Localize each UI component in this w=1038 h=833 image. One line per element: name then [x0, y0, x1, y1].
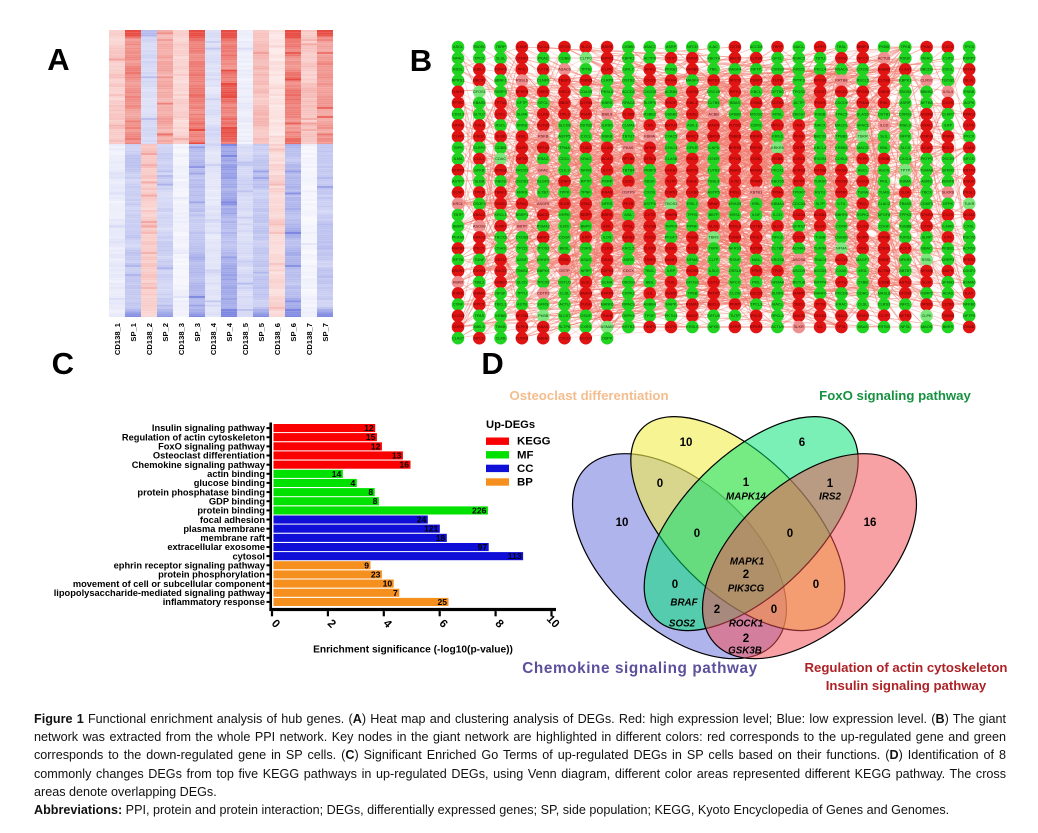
svg-text:6: 6: [799, 437, 805, 449]
svg-text:FoxO signaling pathway: FoxO signaling pathway: [819, 388, 971, 403]
svg-text:1: 1: [827, 478, 834, 490]
svg-text:CD138_3: CD138_3: [177, 323, 186, 355]
svg-text:IRS2: IRS2: [819, 491, 841, 502]
svg-text:Insulin signaling pathway: Insulin signaling pathway: [826, 678, 987, 693]
svg-text:ROCK1: ROCK1: [729, 618, 763, 629]
svg-text:0: 0: [787, 528, 793, 540]
svg-text:Osteoclast differentiation: Osteoclast differentiation: [509, 388, 668, 403]
svg-text:SP_5: SP_5: [257, 322, 266, 341]
svg-text:SP_1: SP_1: [129, 322, 138, 341]
svg-text:2: 2: [743, 633, 749, 645]
svg-text:SP_7: SP_7: [321, 323, 330, 342]
svg-text:1: 1: [743, 477, 750, 489]
svg-text:PIK3CG: PIK3CG: [728, 583, 765, 594]
svg-text:10: 10: [616, 517, 629, 529]
svg-text:CD138_6: CD138_6: [273, 323, 282, 355]
svg-text:BRAF: BRAF: [670, 597, 698, 608]
svg-text:SP_2: SP_2: [161, 323, 170, 342]
svg-text:2: 2: [743, 569, 749, 581]
svg-text:SP_4: SP_4: [225, 322, 234, 341]
svg-text:SP_6: SP_6: [289, 323, 298, 342]
svg-text:0: 0: [672, 579, 678, 591]
svg-text:CD138_1: CD138_1: [113, 322, 122, 355]
svg-text:16: 16: [864, 517, 877, 529]
svg-text:SP_3: SP_3: [193, 323, 202, 342]
svg-text:0: 0: [694, 528, 700, 540]
svg-text:SOS2: SOS2: [669, 618, 696, 629]
svg-text:0: 0: [657, 478, 663, 490]
svg-text:CD138_4: CD138_4: [209, 322, 218, 355]
svg-text:MAPK1: MAPK1: [730, 556, 764, 567]
svg-text:Chemokine signaling pathway: Chemokine signaling pathway: [522, 660, 758, 677]
svg-text:CD138_2: CD138_2: [145, 323, 154, 355]
svg-text:0: 0: [813, 579, 819, 591]
svg-text:GSK3B: GSK3B: [728, 645, 762, 656]
svg-text:Regulation of actin cytoskelet: Regulation of actin cytoskeleton: [805, 660, 1008, 675]
svg-text:10: 10: [680, 437, 693, 449]
svg-text:2: 2: [714, 604, 720, 616]
svg-text:0: 0: [771, 604, 777, 616]
svg-text:CD138_7: CD138_7: [305, 323, 314, 355]
svg-text:CD138_5: CD138_5: [241, 322, 250, 355]
svg-text:MAPK14: MAPK14: [726, 491, 766, 502]
